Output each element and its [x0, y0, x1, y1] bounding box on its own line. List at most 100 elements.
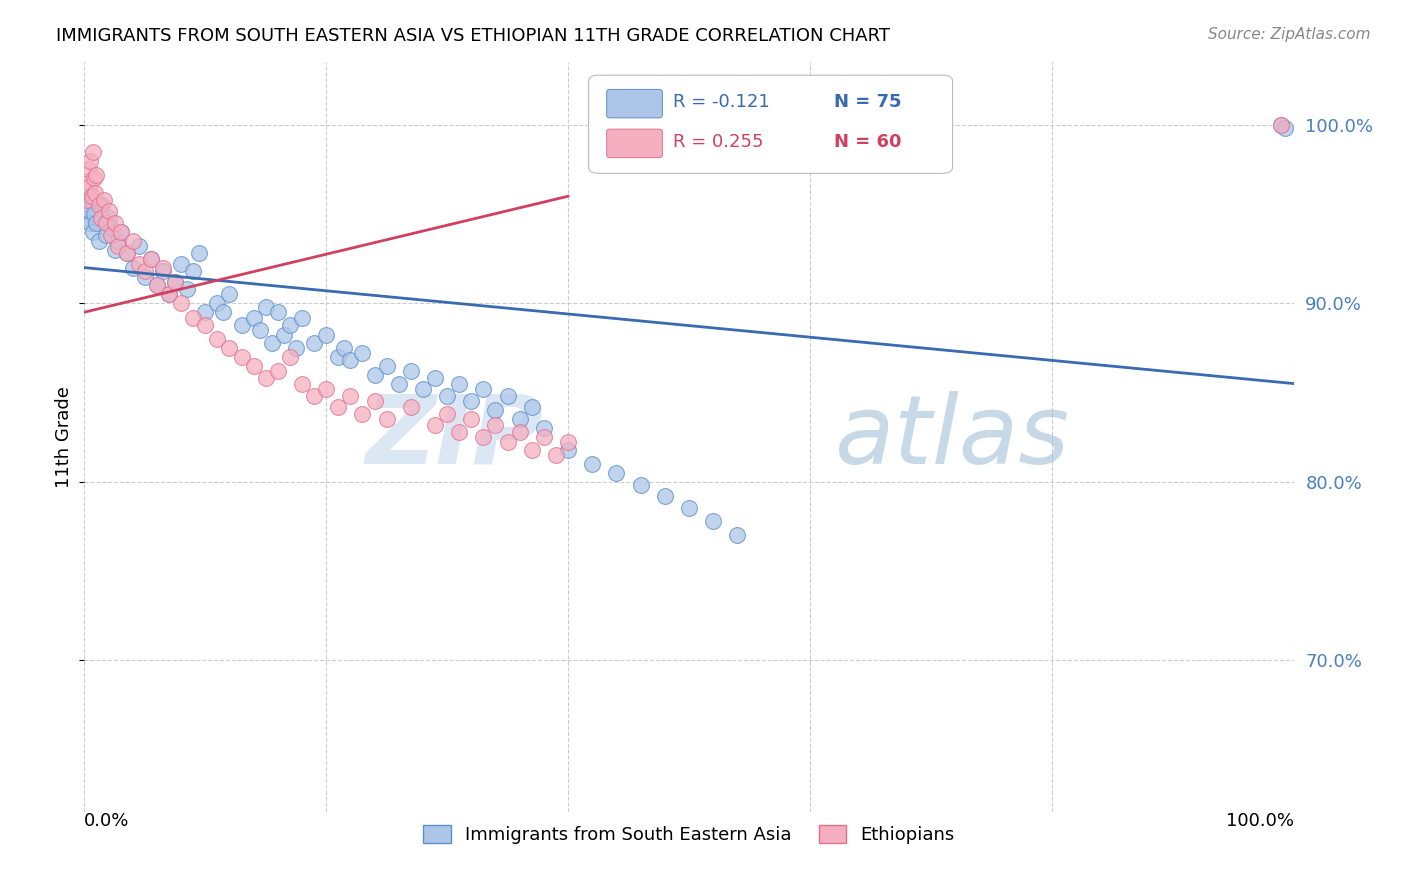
Point	[212, 305, 235, 319]
Point	[152, 260, 174, 275]
Point	[1270, 118, 1292, 132]
Point	[90, 211, 112, 225]
Point	[472, 430, 495, 444]
FancyBboxPatch shape	[607, 129, 662, 158]
Point	[100, 221, 122, 235]
Point	[83, 207, 105, 221]
Point	[77, 203, 100, 218]
Point	[86, 216, 108, 230]
Point	[388, 376, 411, 391]
Text: N = 75: N = 75	[834, 93, 901, 112]
Point	[284, 341, 308, 355]
Point	[242, 310, 264, 325]
Point	[170, 296, 193, 310]
Point	[194, 305, 217, 319]
Point	[278, 350, 301, 364]
Point	[115, 246, 138, 260]
Point	[254, 300, 277, 314]
Text: IMMIGRANTS FROM SOUTH EASTERN ASIA VS ETHIOPIAN 11TH GRADE CORRELATION CHART: IMMIGRANTS FROM SOUTH EASTERN ASIA VS ET…	[56, 27, 890, 45]
Point	[630, 478, 652, 492]
Point	[77, 189, 100, 203]
Point	[291, 376, 314, 391]
Point	[94, 216, 117, 230]
Point	[128, 257, 150, 271]
Point	[315, 328, 337, 343]
Point	[165, 275, 187, 289]
Point	[97, 203, 120, 218]
Point	[242, 359, 264, 373]
Point	[75, 175, 97, 189]
Point	[107, 239, 129, 253]
Point	[302, 335, 325, 350]
Point	[509, 425, 531, 439]
Point	[218, 287, 240, 301]
Point	[423, 371, 446, 385]
Point	[115, 246, 138, 260]
Point	[654, 489, 676, 503]
Point	[134, 269, 156, 284]
Point	[725, 528, 748, 542]
Point	[472, 382, 495, 396]
Point	[375, 359, 398, 373]
Legend: Immigrants from South Eastern Asia, Ethiopians: Immigrants from South Eastern Asia, Ethi…	[416, 818, 962, 851]
Point	[91, 198, 114, 212]
Point	[363, 394, 385, 409]
Point	[93, 193, 115, 207]
Point	[97, 211, 120, 225]
Point	[80, 193, 103, 207]
Point	[249, 323, 271, 337]
Point	[121, 260, 143, 275]
Point	[107, 234, 129, 248]
Point	[260, 335, 283, 350]
Point	[339, 353, 361, 368]
Point	[436, 389, 458, 403]
Point	[423, 417, 446, 432]
Point	[231, 318, 253, 332]
Point	[170, 257, 193, 271]
Point	[188, 246, 211, 260]
Point	[194, 318, 217, 332]
Point	[278, 318, 301, 332]
Point	[181, 264, 204, 278]
Point	[436, 407, 458, 421]
Point	[139, 252, 162, 266]
Text: 100.0%: 100.0%	[1226, 812, 1294, 830]
Point	[460, 412, 482, 426]
Point	[484, 403, 506, 417]
Point	[165, 275, 187, 289]
Y-axis label: 11th Grade: 11th Grade	[55, 386, 73, 488]
Point	[291, 310, 314, 325]
Text: ZIP: ZIP	[366, 391, 544, 483]
Point	[79, 153, 101, 168]
Point	[77, 180, 100, 194]
Point	[152, 264, 174, 278]
Point	[207, 296, 229, 310]
Point	[484, 417, 506, 432]
Text: R = -0.121: R = -0.121	[673, 93, 770, 112]
Point	[399, 364, 422, 378]
Point	[496, 389, 519, 403]
Point	[509, 412, 531, 426]
Text: R = 0.255: R = 0.255	[673, 133, 763, 151]
Point	[449, 376, 471, 391]
Point	[82, 225, 104, 239]
Point	[104, 216, 127, 230]
Point	[496, 435, 519, 450]
Point	[678, 501, 700, 516]
Point	[557, 442, 579, 457]
Point	[231, 350, 253, 364]
Point	[87, 198, 110, 212]
Point	[181, 310, 204, 325]
Point	[328, 350, 350, 364]
Point	[520, 442, 543, 457]
Point	[533, 430, 555, 444]
Point	[1274, 121, 1296, 136]
Text: N = 60: N = 60	[834, 133, 901, 151]
Point	[121, 234, 143, 248]
Point	[1270, 118, 1292, 132]
Point	[104, 243, 127, 257]
Point	[605, 466, 627, 480]
Point	[76, 211, 98, 225]
FancyBboxPatch shape	[589, 75, 952, 173]
Point	[267, 305, 290, 319]
